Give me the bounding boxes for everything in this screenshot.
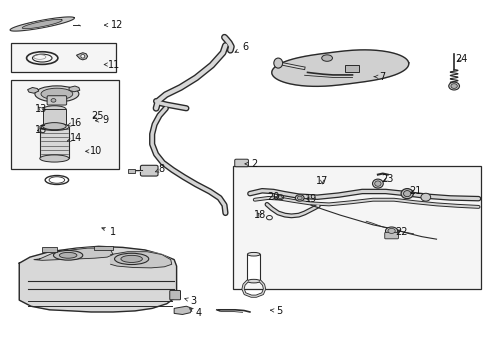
- Ellipse shape: [43, 123, 66, 130]
- Ellipse shape: [401, 189, 414, 199]
- Bar: [42, 247, 57, 252]
- Ellipse shape: [40, 155, 69, 162]
- Ellipse shape: [40, 123, 69, 131]
- Text: 22: 22: [395, 227, 408, 237]
- Text: 1: 1: [102, 227, 116, 237]
- Polygon shape: [69, 86, 80, 92]
- FancyBboxPatch shape: [170, 291, 180, 300]
- Text: 12: 12: [104, 20, 123, 30]
- Text: 8: 8: [155, 164, 165, 174]
- Ellipse shape: [388, 228, 395, 233]
- Text: 13: 13: [35, 104, 47, 114]
- FancyBboxPatch shape: [385, 232, 398, 239]
- Ellipse shape: [372, 179, 383, 188]
- Bar: [11, 43, 117, 72]
- Ellipse shape: [295, 195, 304, 201]
- Ellipse shape: [35, 86, 79, 102]
- Bar: [11, 80, 119, 169]
- Text: 3: 3: [185, 296, 197, 306]
- Text: 9: 9: [96, 115, 109, 125]
- Ellipse shape: [51, 99, 56, 102]
- Ellipse shape: [59, 252, 77, 258]
- Text: 21: 21: [409, 186, 421, 197]
- FancyBboxPatch shape: [235, 159, 248, 167]
- Text: 2: 2: [245, 159, 258, 169]
- Polygon shape: [76, 53, 88, 60]
- Text: 25: 25: [91, 111, 104, 121]
- Text: 24: 24: [455, 54, 467, 64]
- Text: 18: 18: [253, 210, 266, 220]
- Polygon shape: [19, 246, 176, 312]
- Ellipse shape: [115, 253, 149, 265]
- Text: 16: 16: [67, 118, 82, 128]
- Ellipse shape: [43, 106, 66, 113]
- Ellipse shape: [421, 193, 431, 201]
- Bar: [94, 246, 113, 250]
- Polygon shape: [27, 87, 39, 93]
- Ellipse shape: [247, 279, 260, 283]
- Text: 14: 14: [67, 133, 82, 143]
- Ellipse shape: [451, 84, 457, 88]
- Bar: [128, 168, 135, 173]
- Ellipse shape: [247, 252, 260, 256]
- Text: 15: 15: [35, 125, 47, 135]
- Text: 17: 17: [316, 176, 328, 186]
- Text: 19: 19: [305, 194, 317, 204]
- Text: 11: 11: [104, 59, 120, 69]
- Polygon shape: [174, 306, 192, 315]
- Ellipse shape: [81, 54, 85, 58]
- Ellipse shape: [278, 196, 282, 199]
- Bar: [345, 64, 359, 72]
- Text: 20: 20: [267, 192, 279, 202]
- Polygon shape: [272, 50, 409, 86]
- Ellipse shape: [41, 88, 73, 100]
- Bar: [43, 109, 66, 126]
- Polygon shape: [111, 252, 172, 268]
- Polygon shape: [34, 248, 113, 260]
- Ellipse shape: [404, 190, 411, 197]
- Text: 4: 4: [190, 308, 202, 318]
- Text: 5: 5: [270, 306, 282, 316]
- Bar: [247, 254, 260, 281]
- Ellipse shape: [449, 82, 460, 90]
- Ellipse shape: [375, 181, 381, 186]
- Polygon shape: [23, 19, 62, 29]
- Ellipse shape: [322, 55, 332, 61]
- FancyBboxPatch shape: [141, 165, 158, 176]
- Polygon shape: [10, 17, 74, 31]
- Bar: [40, 127, 69, 158]
- Text: 6: 6: [235, 42, 248, 52]
- FancyBboxPatch shape: [47, 96, 67, 105]
- Ellipse shape: [53, 251, 83, 260]
- Text: 7: 7: [374, 72, 386, 82]
- Text: 23: 23: [382, 174, 394, 184]
- Text: 10: 10: [86, 146, 102, 156]
- Ellipse shape: [274, 58, 283, 68]
- Ellipse shape: [386, 227, 398, 235]
- Bar: [233, 166, 481, 289]
- Ellipse shape: [121, 255, 143, 262]
- Ellipse shape: [297, 196, 302, 200]
